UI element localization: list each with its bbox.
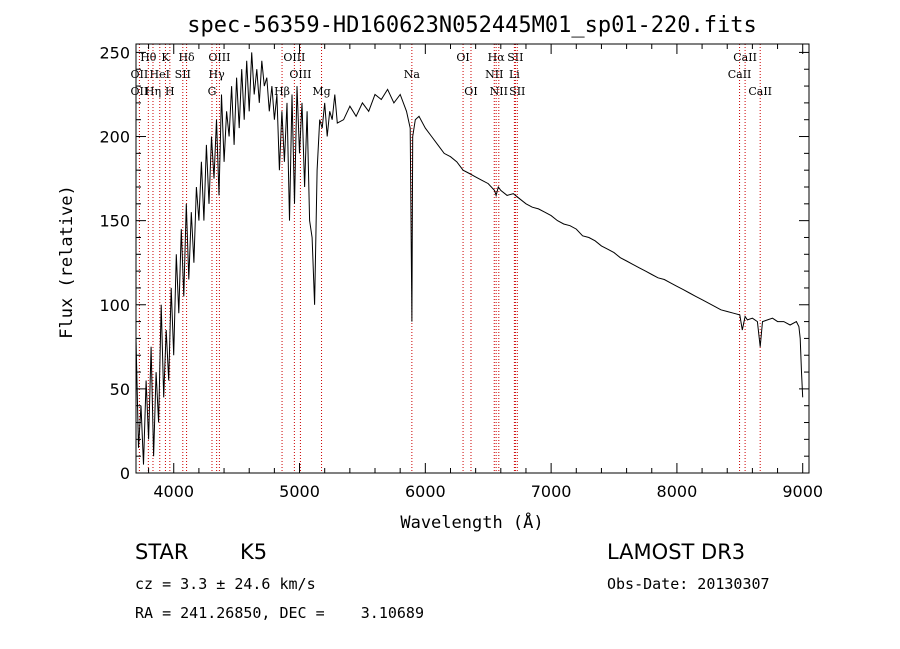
line-marker-label: SII — [507, 51, 523, 64]
line-marker-label: OI — [456, 51, 469, 64]
coordinates: RA = 241.26850, DEC = 3.10689 — [135, 604, 424, 622]
line-marker-label: K — [161, 51, 170, 64]
line-marker-label: Hα — [488, 51, 506, 64]
observation-date: Obs-Date: 20130307 — [607, 575, 770, 593]
line-marker-label: H — [165, 85, 175, 98]
line-marker-label: OIII — [208, 51, 230, 64]
survey-name: LAMOST DR3 — [607, 540, 746, 564]
y-axis-label: Flux (relative) — [57, 185, 77, 339]
object-subclass: K5 — [240, 540, 268, 564]
object-class: STAR — [135, 540, 189, 564]
x-axis-label: Wavelength (Å) — [400, 511, 543, 533]
line-marker-label: Mg — [312, 85, 330, 98]
line-marker-label: OIII — [289, 68, 311, 81]
line-marker-label: Hθ — [140, 51, 157, 64]
chart-title: spec-56359-HD160623N052445M01_sp01-220.f… — [187, 13, 757, 38]
line-marker-label: CaII — [728, 68, 752, 81]
x-tick-label: 4000 — [153, 482, 194, 501]
line-marker-label: OI — [464, 85, 477, 98]
redshift-value: cz = 3.3 ± 24.6 km/s — [135, 575, 316, 593]
line-marker-label: OII — [131, 85, 149, 98]
line-marker-label: Na — [404, 68, 421, 81]
y-tick-label: 250 — [99, 43, 130, 62]
line-marker-label: Hγ — [209, 68, 226, 81]
line-marker-label: SII — [175, 68, 191, 81]
y-tick-label: 150 — [99, 212, 130, 231]
x-tick-label: 9000 — [782, 482, 823, 501]
plot-frame — [135, 43, 810, 474]
line-marker-label: OIII — [283, 51, 305, 64]
line-marker-label: CaII — [733, 51, 757, 64]
x-tick-label: 7000 — [531, 482, 572, 501]
x-tick-label: 8000 — [657, 482, 698, 501]
y-tick-label: 50 — [110, 380, 130, 399]
y-tick-label: 200 — [99, 128, 130, 147]
x-tick-label: 6000 — [405, 482, 446, 501]
line-marker-label: CaII — [748, 85, 772, 98]
line-marker-label: G — [208, 85, 217, 98]
line-marker-label: SII — [509, 85, 525, 98]
line-marker-label: NII — [485, 68, 503, 81]
y-tick-label: 100 — [99, 296, 130, 315]
y-tick-label: 0 — [120, 464, 130, 483]
line-marker-label: Hη — [145, 85, 161, 98]
line-marker-label: Hδ — [178, 51, 195, 64]
line-marker-label: Li — [509, 68, 520, 81]
line-marker-label: OII — [131, 68, 149, 81]
line-marker-label: HeI — [150, 68, 170, 81]
x-tick-label: 5000 — [279, 482, 320, 501]
line-marker-label: NII — [490, 85, 508, 98]
flux-series-line — [135, 52, 804, 465]
line-marker-label: Hβ — [274, 85, 290, 98]
